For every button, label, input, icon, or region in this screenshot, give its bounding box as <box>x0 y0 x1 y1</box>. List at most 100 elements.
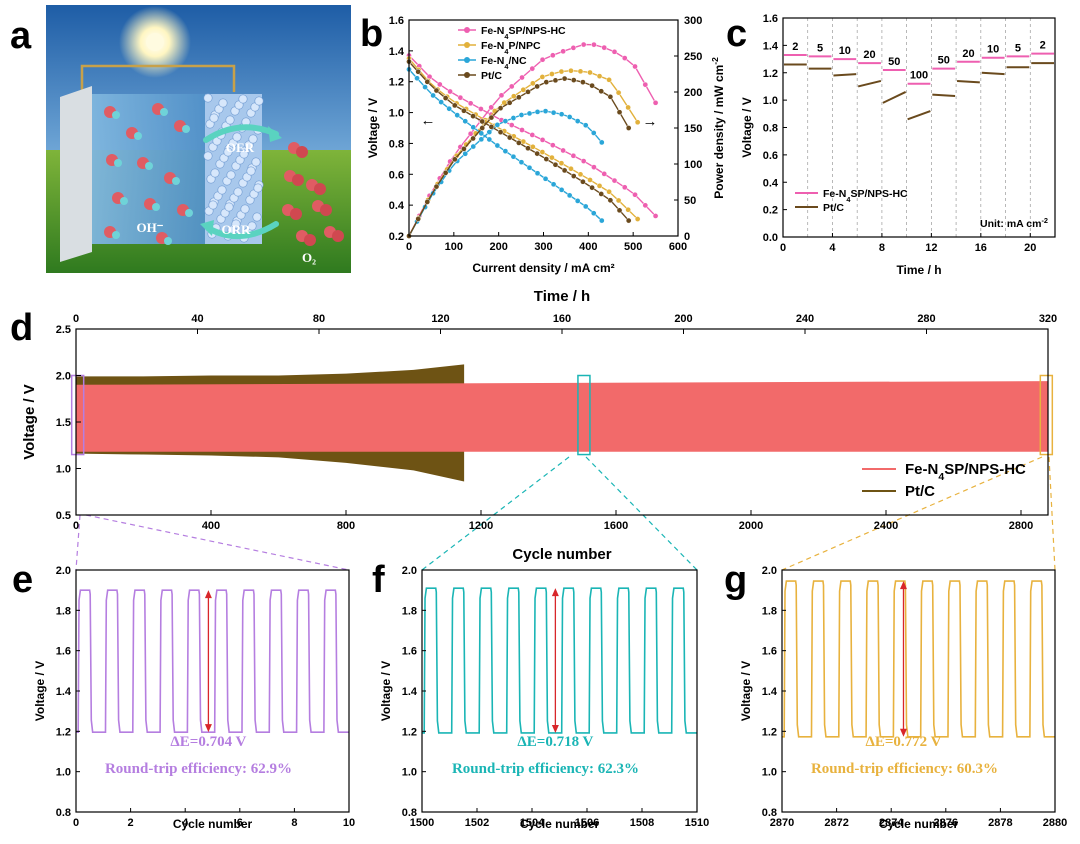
delta-e-arrowhead <box>899 581 907 590</box>
power-point <box>462 150 469 157</box>
y-axis-label: Voltage / V <box>21 384 38 460</box>
voltage-point <box>598 217 605 224</box>
power-point <box>470 143 477 150</box>
power-point <box>498 92 505 99</box>
voltage-point <box>415 68 422 75</box>
x2-tick-label: 0 <box>73 313 79 325</box>
current-density-label: 50 <box>938 55 950 67</box>
x-tick-label: 1500 <box>410 817 434 829</box>
panel-label-b: b <box>360 13 383 55</box>
power-point <box>502 118 509 124</box>
power-point <box>530 80 536 87</box>
hydrogen-atom <box>172 177 180 185</box>
voltage-point <box>525 145 531 152</box>
power-point <box>652 99 659 106</box>
light-bulb-icon <box>146 33 164 51</box>
voltage-point <box>486 136 493 143</box>
power-point <box>488 114 495 121</box>
x-tick-label: 0 <box>406 241 412 253</box>
legend-label: Fe-N4SP/NPS-HC <box>481 25 566 41</box>
hydrogen-atom <box>160 108 168 116</box>
y-tick-label: 1.0 <box>389 108 404 120</box>
o2-atom <box>320 204 332 216</box>
voltage-point <box>598 191 605 197</box>
y-tick-label: 300 <box>684 15 702 27</box>
y-tick-label: 1.6 <box>762 646 777 658</box>
voltage-point <box>488 123 495 130</box>
y-tick-label: 0 <box>684 231 690 243</box>
legend-label: Fe-N4SP/NPS-HC <box>823 188 908 204</box>
x-axis-label: Current density / mA cm² <box>472 261 614 275</box>
voltage-point <box>422 84 428 90</box>
power-point <box>415 216 422 222</box>
voltage-point <box>601 171 608 177</box>
y-tick-label: 0.8 <box>763 123 778 135</box>
x-tick-label: 0 <box>73 817 79 829</box>
current-density-label: 10 <box>839 45 851 57</box>
y-tick-label: 1.5 <box>56 417 71 429</box>
x-tick-label: 2000 <box>739 520 763 532</box>
catalyst-particle <box>254 96 264 106</box>
x2-tick-label: 280 <box>917 313 935 325</box>
y-tick-label: 0.2 <box>763 205 778 217</box>
voltage-point <box>530 143 536 150</box>
y-tick-label: 1.2 <box>763 68 778 80</box>
voltage-point <box>462 118 469 125</box>
x2-tick-label: 240 <box>796 313 814 325</box>
x2-axis-label: Time / h <box>534 288 590 305</box>
y-tick-label: 1.8 <box>402 605 417 617</box>
current-density-label: 100 <box>910 70 928 82</box>
delta-e-arrowhead <box>899 728 907 737</box>
x-tick-label: 2800 <box>1009 520 1033 532</box>
voltage-point <box>577 171 584 178</box>
x-tick-label: 1504 <box>520 817 545 829</box>
voltage-point <box>570 152 577 159</box>
voltage-trace <box>782 580 1055 738</box>
power-point <box>506 99 513 106</box>
voltage-point <box>436 81 443 88</box>
power-point <box>549 52 556 59</box>
zoom-connector <box>781 456 1043 571</box>
x-tick-label: 2878 <box>988 817 1012 829</box>
voltage-point <box>558 160 565 167</box>
y-tick-label: 1.2 <box>762 726 777 738</box>
pt-voltage-step <box>833 73 857 77</box>
y-tick-label: 2.0 <box>762 565 777 577</box>
power-point <box>479 125 486 131</box>
power-point <box>520 86 527 93</box>
current-density-label: 2 <box>792 41 798 53</box>
y-tick-label: 0.8 <box>402 807 417 819</box>
power-point <box>550 109 557 116</box>
pt-voltage-step <box>981 71 1005 76</box>
x2-tick-label: 120 <box>431 313 449 325</box>
y-tick-label: 1.8 <box>56 605 71 617</box>
y-tick-label: 2.0 <box>402 565 417 577</box>
voltage-point <box>539 149 546 155</box>
y-axis-label: Voltage / V <box>379 661 393 721</box>
y-tick-label: 1.6 <box>763 13 778 25</box>
hydrogen-atom <box>114 159 122 167</box>
x-tick-label: 10 <box>343 817 355 829</box>
y-tick-label: 1.2 <box>402 726 417 738</box>
power-point <box>582 122 589 129</box>
o2-label: O₂ <box>302 250 316 265</box>
power-point <box>534 109 541 115</box>
y-tick-label: 1.4 <box>402 686 418 698</box>
y-tick-label: 250 <box>684 51 702 63</box>
pt-voltage-step <box>882 91 907 104</box>
o2-atom <box>292 174 304 186</box>
hydrogen-atom <box>112 231 120 239</box>
y-tick-label: 1.0 <box>762 767 777 779</box>
power-point <box>461 146 467 152</box>
catalyst-particle <box>226 170 236 180</box>
x2-tick-label: 40 <box>191 313 203 325</box>
zoom-window <box>577 374 591 456</box>
x-tick-label: 300 <box>534 241 552 253</box>
zoom-connector <box>1048 456 1056 571</box>
voltage-point <box>497 129 504 136</box>
fe-voltage-band <box>76 381 1048 452</box>
voltage-point <box>568 165 574 172</box>
voltage-point <box>642 202 649 209</box>
o2-atom <box>314 183 326 195</box>
voltage-point <box>430 92 436 99</box>
